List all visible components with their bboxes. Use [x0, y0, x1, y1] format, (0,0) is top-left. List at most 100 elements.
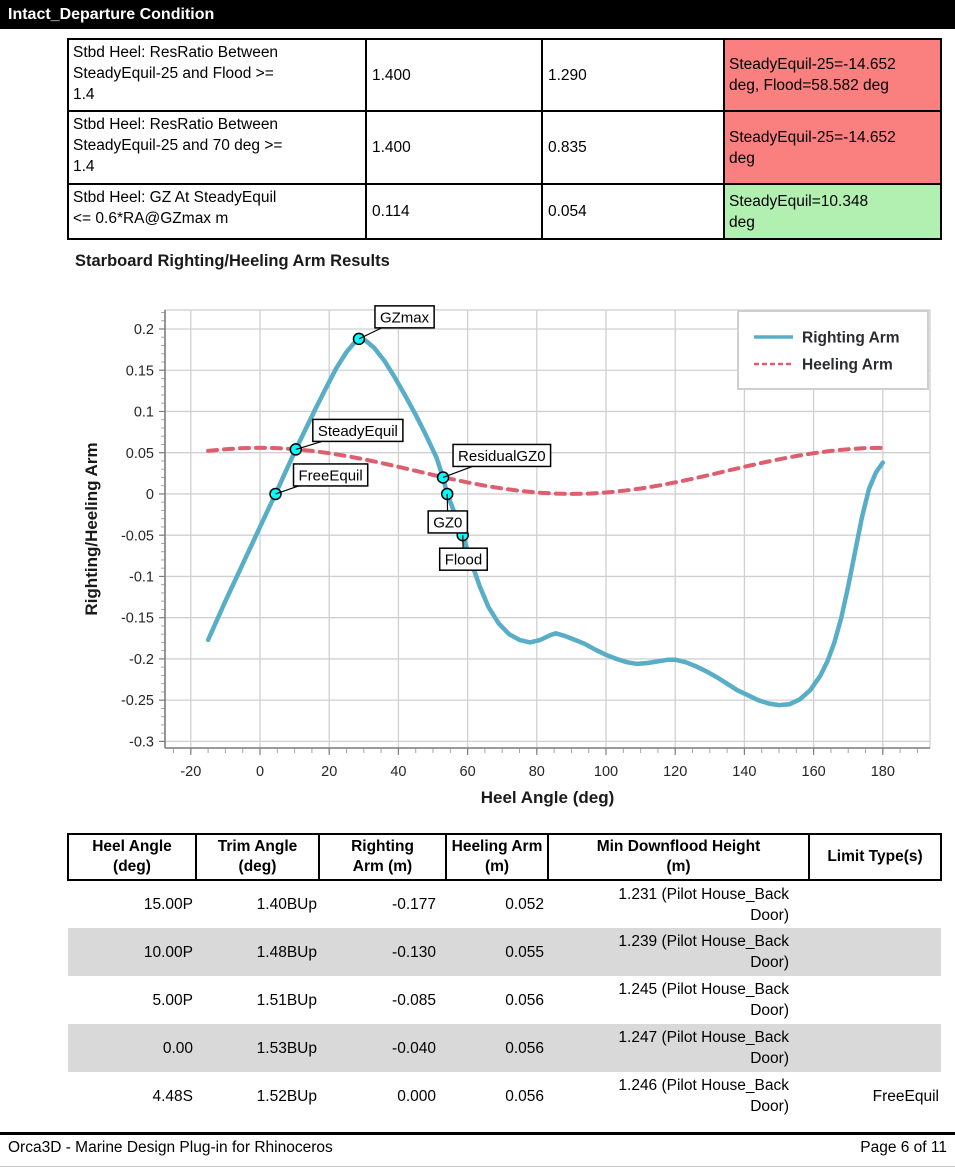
results-header-cell: Min Downflood Height (m)	[547, 833, 810, 881]
actual-value-cell: 1.290	[541, 38, 725, 112]
criteria-row: Stbd Heel: ResRatio Between SteadyEquil-…	[67, 38, 942, 112]
footer: Orca3D - Marine Design Plug-in for Rhino…	[0, 1139, 955, 1161]
y-axis-label: Righting/Heeling Arm	[82, 442, 101, 615]
x-tick-label: 60	[460, 764, 476, 780]
legend-label: Righting Arm	[802, 330, 900, 347]
results-row: 10.00P 1.48BUp -0.130 0.055 1.239 (Pilot Hou…	[68, 928, 941, 976]
callout-box	[438, 547, 488, 571]
required-value-cell: 1.400	[365, 110, 543, 185]
criterion-cell: Stbd Heel: GZ At SteadyEquil <= 0.6*RA@G…	[67, 183, 367, 240]
results-header-cell: Limit Type(s)	[808, 833, 942, 881]
y-tick-label: 0.15	[126, 363, 154, 379]
marker-residualgz0	[436, 471, 450, 484]
callout-label-freeequil: FreeEquil	[299, 467, 363, 484]
downflood-height-cell: 1.245 (Pilot House_Back Door)	[618, 981, 789, 1019]
required-value-cell: 1.400	[365, 38, 543, 112]
x-tick-label: 180	[871, 764, 895, 780]
downflood-height-cell: 1.246 (Pilot House_Back Door)	[618, 1077, 789, 1115]
results-header-cell: Righting Arm (m)	[318, 833, 447, 881]
criteria-table: Stbd Heel: ResRatio Between SteadyEquil-…	[67, 38, 942, 240]
results-header-row: Heel Angle (deg) Trim Angle (deg) Righting…	[67, 833, 942, 881]
status-fail-cell: SteadyEquil-25=-14.652 deg, Flood=58.582…	[723, 38, 942, 112]
criterion-cell: Stbd Heel: ResRatio Between SteadyEquil-…	[67, 110, 367, 185]
righting-arm-curve	[205, 336, 886, 708]
x-tick-label: 140	[732, 764, 756, 780]
callout-label-residualgz0: ResidualGZ0	[458, 448, 546, 465]
footer-app-name: Orca3D - Marine Design Plug-in for Rhino…	[8, 1139, 333, 1156]
heel-angle-cell: 4.48S	[152, 1087, 193, 1105]
righting-arm-cell: 0.000	[397, 1087, 436, 1105]
righting-heeling-chart: -20 0 20 40 60 80 100 120 140 160 180 0.2 0.15 0.1 0.0…	[82, 305, 931, 807]
status-pass-cell: SteadyEquil=10.348 deg	[723, 183, 942, 240]
righting-arm-cell: -0.177	[392, 896, 436, 913]
condition-title-bar: Intact_Departure Condition	[0, 0, 955, 29]
results-row: 15.00P 1.40BUp -0.177 0.052 1.231 (Pilot Hou…	[68, 880, 941, 928]
y-tick-label: 0.1	[134, 405, 154, 421]
y-tick-label: -0.3	[129, 734, 154, 750]
x-tick-label: -20	[180, 764, 201, 780]
y-tick-label: -0.05	[121, 528, 154, 544]
required-value-cell: 0.114	[365, 183, 543, 240]
heeling-arm-curve	[206, 445, 885, 496]
footer-hairline	[0, 1166, 955, 1167]
callout-label-flood: Flood	[445, 552, 483, 569]
results-row: 5.00P 1.51BUp -0.085 0.056 1.245 (Pilot Hous…	[68, 976, 941, 1024]
callout-box	[452, 443, 552, 468]
results-header-cell: Trim Angle (deg)	[195, 833, 320, 881]
callout-box	[292, 463, 369, 487]
righting-arm-cell: -0.130	[392, 943, 436, 961]
status-fail-cell: SteadyEquil-25=-14.652 deg	[723, 110, 942, 185]
legend-box	[737, 310, 929, 390]
y-tick-label: 0.05	[126, 446, 154, 462]
x-tick-label: 0	[256, 764, 264, 780]
limit-type-cell: FreeEquil	[872, 1087, 939, 1105]
y-tick-label: 0.2	[134, 322, 154, 338]
results-header-cell: Heel Angle (deg)	[67, 833, 197, 881]
heeling-arm-cell: 0.055	[505, 943, 544, 961]
x-tick-label: 80	[529, 764, 545, 780]
heeling-arm-cell: 0.056	[505, 1039, 544, 1057]
downflood-height-cell: 1.239 (Pilot House_Back Door)	[618, 933, 789, 971]
limit-type-cell	[809, 928, 941, 976]
callout-box	[427, 510, 469, 534]
heeling-arm-cell: 0.056	[505, 1087, 544, 1105]
heel-angle-cell: 0.00	[162, 1039, 193, 1057]
actual-value-cell: 0.835	[541, 110, 725, 185]
trim-angle-cell: 1.48BUp	[256, 943, 317, 961]
heel-angle-cell: 15.00P	[143, 896, 193, 913]
callout-label-gz0: GZ0	[433, 514, 462, 531]
y-tick-label: -0.25	[121, 693, 154, 709]
criteria-row: Stbd Heel: ResRatio Between SteadyEquil-…	[67, 110, 942, 185]
x-tick-label: 20	[321, 764, 337, 780]
callout-label-gzmax: GZmax	[380, 309, 430, 326]
footer-page-number: Page 6 of 11	[860, 1139, 947, 1156]
downflood-height-cell: 1.247 (Pilot House_Back Door)	[618, 1029, 789, 1067]
results-row: 4.48S 1.52BUp 0.000 0.056 1.246 (Pilot House…	[68, 1072, 941, 1120]
callout-box	[312, 418, 404, 443]
y-tick-label: -0.2	[129, 652, 154, 668]
heeling-arm-cell: 0.052	[505, 896, 544, 913]
x-tick-label: 40	[390, 764, 406, 780]
x-tick-label: 160	[802, 764, 826, 780]
trim-angle-cell: 1.53BUp	[256, 1039, 317, 1057]
limit-type-cell	[809, 1024, 941, 1072]
callout-box	[374, 305, 435, 329]
x-tick-label: 100	[594, 764, 618, 780]
criteria-row: Stbd Heel: GZ At SteadyEquil <= 0.6*RA@G…	[67, 183, 942, 240]
footer-rule	[0, 1132, 955, 1135]
y-tick-label: -0.1	[129, 570, 154, 586]
y-tick-label: -0.15	[121, 611, 154, 627]
results-header-cell: Heeling Arm (m)	[445, 833, 549, 881]
limit-type-cell	[809, 976, 941, 1024]
limit-type-cell	[809, 880, 941, 928]
results-table: Heel Angle (deg) Trim Angle (deg) Righting…	[67, 833, 942, 1120]
downflood-height-cell: 1.231 (Pilot House_Back Door)	[618, 885, 789, 924]
righting-arm-cell: -0.040	[392, 1039, 436, 1057]
results-row: 0.00 1.53BUp -0.040 0.056 1.247 (Pilot House…	[68, 1024, 941, 1072]
trim-angle-cell: 1.52BUp	[256, 1087, 317, 1105]
criterion-cell: Stbd Heel: ResRatio Between SteadyEquil-…	[67, 38, 367, 112]
y-tick-label: 0	[146, 487, 154, 503]
callout-label-steadyequil: SteadyEquil	[318, 423, 398, 440]
x-axis-label: Heel Angle (deg)	[481, 788, 615, 807]
